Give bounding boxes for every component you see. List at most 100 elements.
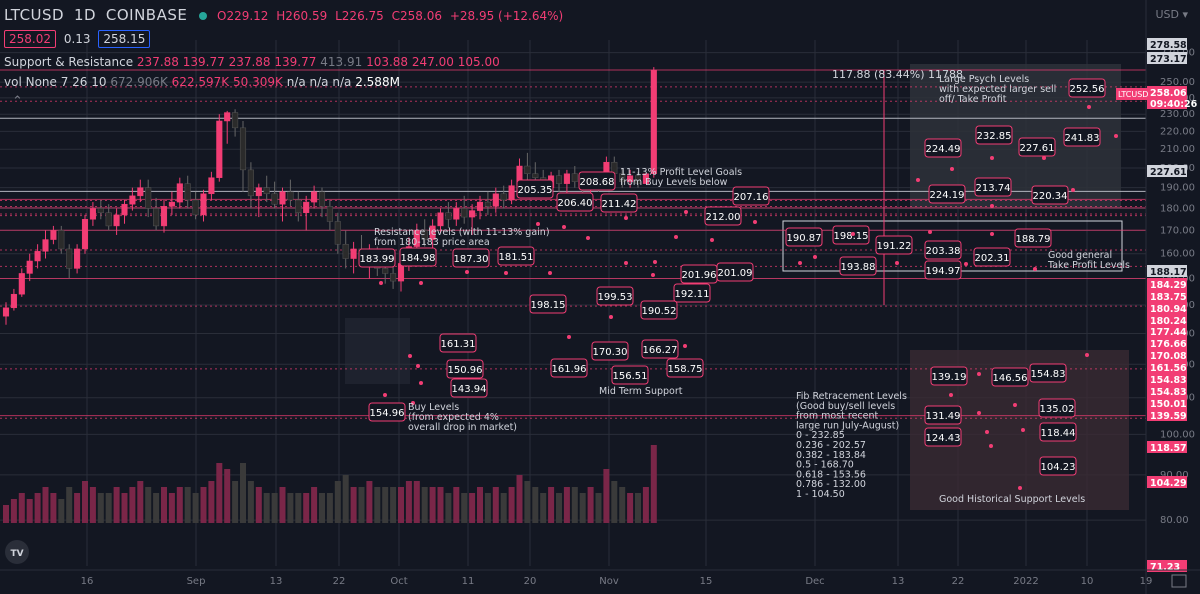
price-level-tag[interactable] bbox=[975, 125, 1013, 145]
price-level-tag[interactable] bbox=[924, 240, 962, 260]
anchor-dot[interactable] bbox=[684, 210, 688, 214]
anchor-dot[interactable] bbox=[964, 262, 968, 266]
price-level-tag[interactable] bbox=[368, 402, 406, 422]
price-level-tag[interactable] bbox=[732, 186, 770, 206]
vol-indicator-legend[interactable]: vol None 7 26 10 672.906K 622.597K 50.30… bbox=[4, 75, 400, 89]
anchor-dot[interactable] bbox=[989, 444, 993, 448]
collapse-chevron-icon[interactable]: ⌃ bbox=[12, 94, 23, 109]
anchor-dot[interactable] bbox=[653, 260, 657, 264]
anchor-dot[interactable] bbox=[1018, 486, 1022, 490]
anchor-dot[interactable] bbox=[651, 273, 655, 277]
anchor-dot[interactable] bbox=[609, 315, 613, 319]
price-level-tag[interactable] bbox=[1063, 127, 1101, 147]
price-level-tag[interactable] bbox=[591, 341, 629, 361]
price-level-tag[interactable] bbox=[641, 339, 679, 359]
price-level-tag[interactable] bbox=[785, 227, 823, 247]
price-level-tag[interactable] bbox=[704, 206, 742, 226]
anchor-dot[interactable] bbox=[990, 204, 994, 208]
anchor-dot[interactable] bbox=[977, 372, 981, 376]
interval-label[interactable]: 1D bbox=[73, 6, 97, 24]
anchor-dot[interactable] bbox=[895, 261, 899, 265]
price-level-tag[interactable] bbox=[1014, 228, 1052, 248]
anchor-dot[interactable] bbox=[949, 393, 953, 397]
anchor-dot[interactable] bbox=[416, 364, 420, 368]
price-level-tag[interactable] bbox=[640, 300, 678, 320]
price-level-tag[interactable] bbox=[974, 177, 1012, 197]
anchor-dot[interactable] bbox=[1021, 428, 1025, 432]
price-level-tag[interactable] bbox=[596, 286, 634, 306]
price-level-tag[interactable] bbox=[550, 358, 588, 378]
anchor-dot[interactable] bbox=[798, 261, 802, 265]
price-level-tag[interactable] bbox=[529, 294, 567, 314]
price-level-tag[interactable] bbox=[839, 256, 877, 276]
anchor-dot[interactable] bbox=[985, 430, 989, 434]
anchor-dot[interactable] bbox=[1071, 188, 1075, 192]
price-level-tag[interactable] bbox=[399, 247, 437, 267]
price-level-tag[interactable] bbox=[439, 333, 477, 353]
price-level-tag[interactable] bbox=[991, 367, 1029, 387]
price-level-tag[interactable] bbox=[1068, 78, 1106, 98]
anchor-dot[interactable] bbox=[990, 156, 994, 160]
anchor-dot[interactable] bbox=[562, 225, 566, 229]
anchor-dot[interactable] bbox=[1042, 156, 1046, 160]
anchor-dot[interactable] bbox=[419, 281, 423, 285]
anchor-dot[interactable] bbox=[1087, 105, 1091, 109]
price-level-tag[interactable] bbox=[973, 247, 1011, 267]
sr-indicator-legend[interactable]: Support & Resistance 237.88 139.77 237.8… bbox=[4, 55, 500, 69]
price-level-tag[interactable] bbox=[924, 260, 962, 280]
price-level-tag[interactable] bbox=[497, 246, 535, 266]
anchor-dot[interactable] bbox=[624, 216, 628, 220]
ask-button[interactable]: 258.15 bbox=[98, 30, 151, 48]
bid-button[interactable]: 258.02 bbox=[4, 30, 56, 48]
price-level-tag[interactable] bbox=[516, 179, 554, 199]
anchor-dot[interactable] bbox=[1085, 353, 1089, 357]
price-level-tag[interactable] bbox=[578, 171, 616, 191]
anchor-dot[interactable] bbox=[710, 238, 714, 242]
anchor-dot[interactable] bbox=[465, 270, 469, 274]
anchor-dot[interactable] bbox=[916, 178, 920, 182]
anchor-dot[interactable] bbox=[928, 230, 932, 234]
anchor-dot[interactable] bbox=[536, 222, 540, 226]
settings-gear-icon[interactable] bbox=[1171, 574, 1187, 588]
price-level-tag[interactable] bbox=[924, 138, 962, 158]
symbol-name[interactable]: LTCUSD bbox=[4, 6, 65, 24]
price-level-tag[interactable] bbox=[1039, 422, 1077, 442]
price-level-tag[interactable] bbox=[924, 427, 962, 447]
anchor-dot[interactable] bbox=[586, 236, 590, 240]
anchor-dot[interactable] bbox=[1114, 134, 1118, 138]
price-level-tag[interactable] bbox=[452, 248, 490, 268]
anchor-dot[interactable] bbox=[813, 255, 817, 259]
currency-selector[interactable]: USD ▾ bbox=[1155, 8, 1188, 21]
price-level-tag[interactable] bbox=[832, 225, 870, 245]
price-level-tag[interactable] bbox=[1038, 398, 1076, 418]
price-level-tag[interactable] bbox=[556, 192, 594, 212]
price-level-tag[interactable] bbox=[716, 262, 754, 282]
price-level-tag[interactable] bbox=[1018, 137, 1056, 157]
anchor-dot[interactable] bbox=[990, 232, 994, 236]
price-level-tag[interactable] bbox=[930, 366, 968, 386]
anchor-dot[interactable] bbox=[408, 354, 412, 358]
anchor-dot[interactable] bbox=[1033, 267, 1037, 271]
anchor-dot[interactable] bbox=[383, 393, 387, 397]
anchor-dot[interactable] bbox=[567, 335, 571, 339]
price-level-tag[interactable] bbox=[450, 378, 488, 398]
anchor-dot[interactable] bbox=[977, 411, 981, 415]
anchor-dot[interactable] bbox=[419, 381, 423, 385]
price-level-tag[interactable] bbox=[928, 184, 966, 204]
anchor-dot[interactable] bbox=[753, 220, 757, 224]
anchor-dot[interactable] bbox=[1013, 403, 1017, 407]
anchor-dot[interactable] bbox=[411, 401, 415, 405]
anchor-dot[interactable] bbox=[379, 281, 383, 285]
price-level-tag[interactable] bbox=[924, 405, 962, 425]
price-level-tag[interactable] bbox=[1039, 456, 1077, 476]
price-level-tag[interactable] bbox=[358, 248, 396, 268]
anchor-dot[interactable] bbox=[548, 271, 552, 275]
price-level-tag[interactable] bbox=[1031, 185, 1069, 205]
anchor-dot[interactable] bbox=[950, 167, 954, 171]
price-level-tag[interactable] bbox=[673, 283, 711, 303]
price-level-tag[interactable] bbox=[666, 358, 704, 378]
anchor-dot[interactable] bbox=[674, 235, 678, 239]
anchor-dot[interactable] bbox=[504, 271, 508, 275]
price-level-tag[interactable] bbox=[1029, 363, 1067, 383]
